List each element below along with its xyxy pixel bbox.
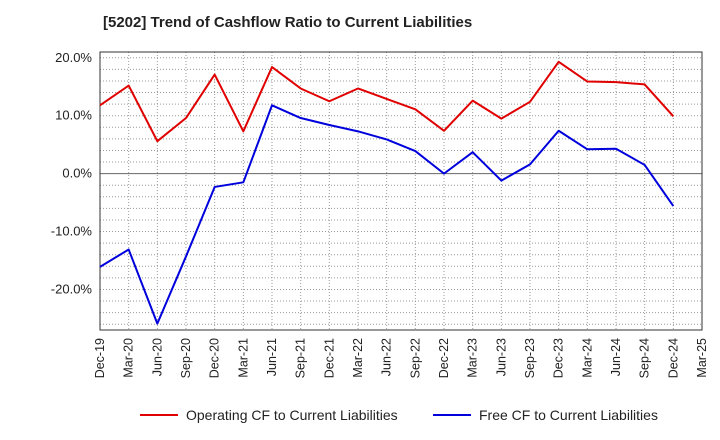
x-tick-label: Dec-19 — [93, 338, 107, 378]
x-tick-label: Jun-22 — [380, 338, 394, 376]
x-tick-label: Jun-23 — [494, 338, 508, 376]
x-tick-label: Jun-20 — [150, 338, 164, 376]
plot-area — [100, 52, 702, 330]
x-tick-label: Sep-24 — [638, 338, 652, 378]
legend-label-free-cf: Free CF to Current Liabilities — [479, 407, 658, 423]
x-tick-label: Dec-23 — [552, 338, 566, 378]
plot-border — [99, 51, 703, 331]
y-tick-label: -10.0% — [51, 224, 93, 239]
chart-title: [5202] Trend of Cashflow Ratio to Curren… — [103, 14, 473, 31]
x-tick-label: Mar-24 — [580, 338, 594, 378]
y-tick-label: 0.0% — [62, 166, 92, 181]
legend: Operating CF to Current Liabilities Free… — [0, 404, 720, 426]
legend-item-free-cf: Free CF to Current Liabilities — [433, 404, 658, 426]
x-tick-label: Sep-22 — [408, 338, 422, 378]
x-tick-label: Mar-22 — [351, 338, 365, 378]
x-tick-label: Dec-21 — [322, 338, 336, 378]
x-tick-label: Jun-24 — [609, 338, 623, 376]
legend-label-operating-cf: Operating CF to Current Liabilities — [186, 407, 398, 423]
x-tick-label: Sep-20 — [179, 338, 193, 378]
x-tick-label: Mar-25 — [695, 338, 709, 378]
legend-item-operating-cf: Operating CF to Current Liabilities — [140, 404, 398, 426]
y-tick-label: 20.0% — [55, 50, 92, 65]
y-tick-label: 10.0% — [55, 108, 92, 123]
x-tick-label: Mar-20 — [122, 338, 136, 378]
series-line-operating-cf — [99, 60, 675, 143]
x-tick-label: Jun-21 — [265, 338, 279, 376]
legend-swatch-operating-cf — [140, 414, 178, 416]
x-tick-label: Dec-24 — [666, 338, 680, 378]
x-tick-label: Mar-21 — [236, 338, 250, 378]
x-tick-label: Dec-20 — [208, 338, 222, 378]
x-tick-label: Mar-23 — [466, 338, 480, 378]
x-tick-label: Dec-22 — [437, 338, 451, 378]
series-line-free-cf — [99, 104, 675, 325]
legend-swatch-free-cf — [433, 414, 471, 416]
x-tick-label: Sep-21 — [294, 338, 308, 378]
x-tick-label: Sep-23 — [523, 338, 537, 378]
y-tick-label: -20.0% — [51, 281, 93, 296]
